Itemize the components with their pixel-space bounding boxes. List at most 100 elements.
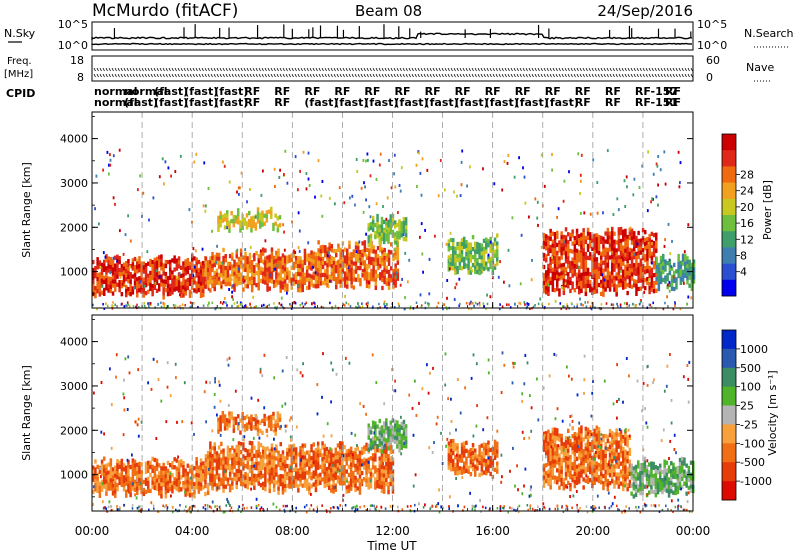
- freq-mark: [657, 67, 660, 72]
- nave-mark: [126, 73, 129, 78]
- nave-mark: [144, 73, 147, 78]
- nave-mark: [342, 73, 345, 78]
- nave-mark: [627, 73, 630, 78]
- nave-mark: [513, 73, 516, 78]
- nave-mark: [246, 73, 249, 78]
- nave-mark: [372, 73, 375, 78]
- power-colorbar-segment: [722, 279, 736, 297]
- freq-mark: [537, 67, 540, 72]
- freq-mark: [339, 67, 342, 72]
- freq-mark: [222, 67, 225, 72]
- nave-mark: [216, 73, 219, 78]
- freq-mark: [381, 67, 384, 72]
- power-colorbar-tick-label: 4: [740, 266, 747, 279]
- velocity-feature-0: [92, 456, 207, 499]
- nave-mark: [252, 73, 255, 78]
- velocity-feature-6: [630, 456, 695, 499]
- freq-mark: [168, 67, 171, 72]
- nave-mark: [348, 73, 351, 78]
- freq-mark: [522, 67, 525, 72]
- velocity-colorbar-segment: [722, 481, 736, 501]
- nave-mark: [543, 73, 546, 78]
- cpid-row2-label: RF: [605, 96, 621, 109]
- nave-mark: [165, 73, 168, 78]
- freq-mark: [594, 67, 597, 72]
- cpid-label: CPID: [6, 87, 35, 100]
- freq-mark: [345, 67, 348, 72]
- nave-mark: [345, 73, 348, 78]
- freq-mark: [546, 67, 549, 72]
- nave-mark: [258, 73, 261, 78]
- freq-mark: [159, 67, 162, 72]
- nave-mark: [192, 73, 195, 78]
- freq-mark: [486, 67, 489, 72]
- freq-mark: [423, 67, 426, 72]
- nave-mark: [369, 73, 372, 78]
- nave-mark: [438, 73, 441, 78]
- freq-mark: [363, 67, 366, 72]
- nave-mark: [510, 73, 513, 78]
- nave-mark: [441, 73, 444, 78]
- nave-mark: [264, 73, 267, 78]
- freq-mark: [123, 67, 126, 72]
- nave-mark: [300, 73, 303, 78]
- nave-mark: [576, 73, 579, 78]
- freq-mark: [372, 67, 375, 72]
- power-colorbar-segment: [722, 182, 736, 200]
- freq-mark: [690, 67, 693, 72]
- nave-mark: [231, 73, 234, 78]
- nave-mark: [153, 73, 156, 78]
- freq-mark: [636, 67, 639, 72]
- nave-mark: [210, 73, 213, 78]
- nave-mark: [549, 73, 552, 78]
- nsky-trace: [91, 32, 693, 40]
- power-colorbar-segment: [722, 215, 736, 232]
- power-panel: 1000 2000 3000 4000 Slant Range [km]: [20, 111, 696, 311]
- nave-mark: [582, 73, 585, 78]
- freq-mark: [654, 67, 657, 72]
- freq-mark: [525, 67, 528, 72]
- power-ylabel: Slant Range [km]: [20, 162, 33, 258]
- nave-mark: [666, 73, 669, 78]
- power-colorbar-label: Power [dB]: [761, 180, 774, 240]
- cpid-row2-label: RF: [244, 96, 260, 109]
- freq-mark: [225, 67, 228, 72]
- freq-mark: [627, 67, 630, 72]
- nave-mark: [669, 73, 672, 78]
- nave-mark: [168, 73, 171, 78]
- nave-mark: [249, 73, 252, 78]
- freq-mark: [585, 67, 588, 72]
- freq-mark: [336, 67, 339, 72]
- nave-mark: [138, 73, 141, 78]
- nave-mark: [279, 73, 282, 78]
- freq-mark: [162, 67, 165, 72]
- power-ytick-label: 2000: [60, 221, 88, 234]
- cpid-row1-label: RF: [395, 85, 411, 98]
- nave-mark: [312, 73, 315, 78]
- nave-mark: [522, 73, 525, 78]
- cpid-row1-label: RF: [515, 85, 531, 98]
- nave-mark: [228, 73, 231, 78]
- freq-mark: [141, 67, 144, 72]
- freq-mark: [189, 67, 192, 72]
- nave-mark: [123, 73, 126, 78]
- nave-mark: [102, 73, 105, 78]
- nave-mark: [174, 73, 177, 78]
- freq-mark: [276, 67, 279, 72]
- nave-mark: [630, 73, 633, 78]
- velocity-colorbar-tick-label: 100: [740, 381, 761, 394]
- freq-mark: [447, 67, 450, 72]
- velocity-colorbar-tick-label: -100: [740, 437, 765, 450]
- nave-mark: [219, 73, 222, 78]
- power-colorbar-tick-label: 16: [740, 217, 754, 230]
- freq-mark: [474, 67, 477, 72]
- nave-mark: [423, 73, 426, 78]
- freq-mark: [399, 67, 402, 72]
- freq-mark: [597, 67, 600, 72]
- freq-mark: [477, 67, 480, 72]
- freq-mark: [570, 67, 573, 72]
- nave-mark: [456, 73, 459, 78]
- freq-mark: [327, 67, 330, 72]
- power-colorbar-tick-label: 20: [740, 201, 754, 214]
